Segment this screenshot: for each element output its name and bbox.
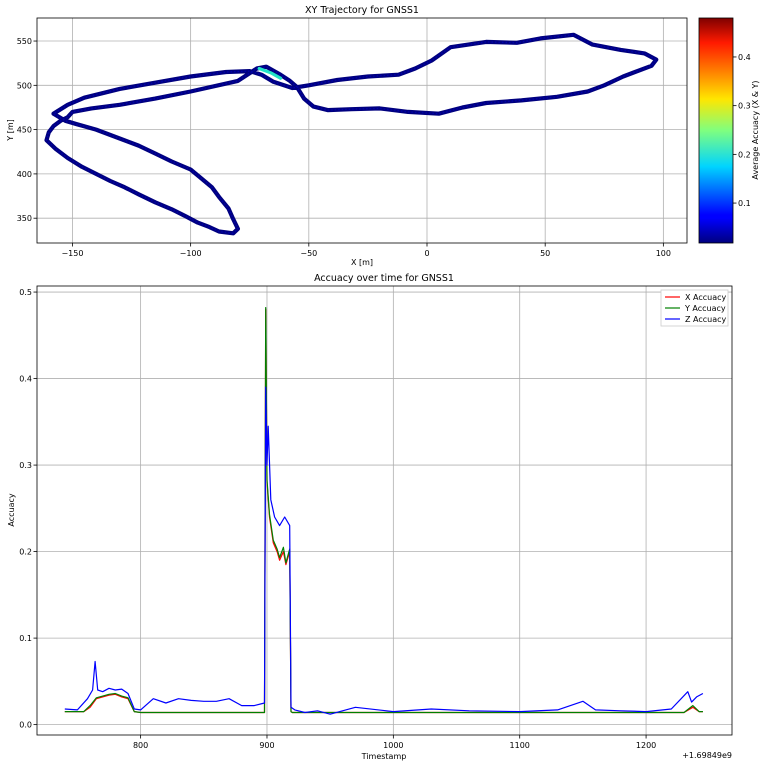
accuracy-y-tick-label: 0.4 <box>19 375 32 384</box>
accuracy-x-label: Timestamp <box>361 752 407 761</box>
colorbar-ticks: 0.1 0.2 0.3 0.4 <box>733 53 751 208</box>
accuracy-y-tick-label: 0.1 <box>19 634 32 643</box>
trajectory-x-tick-label: −100 <box>180 249 202 258</box>
accuracy-x-tick-label: 1000 <box>383 741 403 750</box>
accuracy-axes-frame <box>36 285 733 736</box>
accuracy-chart: 800 900 1000 1100 1200 0.0 0.1 0.2 0.3 0.4 0.5 Acc… <box>7 273 733 761</box>
trajectory-x-tick-label: −50 <box>300 249 317 258</box>
accuracy-y-tick-label: 0.0 <box>19 721 32 730</box>
accuracy-x-tick-label: 1100 <box>510 741 530 750</box>
accuracy-x-tick-label: 900 <box>259 741 274 750</box>
trajectory-y-label: Y [m] <box>6 119 15 141</box>
accuracy-title: Accuacy over time for GNSS1 <box>314 273 454 284</box>
colorbar: 0.1 0.2 0.3 0.4 Average Accuacy (X & Y) <box>698 17 760 244</box>
accuracy-ticks: 800 900 1000 1100 1200 0.0 0.1 0.2 0.3 0.4 0.5 <box>19 288 656 750</box>
trajectory-grid <box>37 18 687 243</box>
trajectory-x-tick-label: 0 <box>424 249 429 258</box>
accuracy-x-tick-label: 1200 <box>636 741 656 750</box>
legend-label-z: Z Accuacy <box>685 315 727 324</box>
trajectory-title: XY Trajectory for GNSS1 <box>305 5 419 16</box>
y-accuracy-line <box>64 307 703 714</box>
trajectory-y-tick-label: 450 <box>17 126 32 135</box>
colorbar-tick-label: 0.4 <box>738 53 751 62</box>
accuracy-x-offset-text: +1.69849e9 <box>682 751 732 760</box>
colorbar-gradient <box>698 17 734 244</box>
accuracy-x-tick-label: 800 <box>133 741 148 750</box>
trajectory-y-tick-label: 550 <box>17 37 32 46</box>
accuracy-y-tick-label: 0.5 <box>19 288 32 297</box>
accuracy-grid <box>37 286 732 735</box>
trajectory-x-tick-label: 100 <box>656 249 671 258</box>
trajectory-chart: −150 −100 −50 0 50 100 350 400 450 500 550 XY Traj… <box>6 5 688 267</box>
trajectory-high-accuracy-segment <box>257 66 283 80</box>
colorbar-tick-label: 0.3 <box>738 102 751 111</box>
trajectory-axes-frame <box>36 17 688 244</box>
x-accuracy-line <box>64 308 703 714</box>
trajectory-ticks: −150 −100 −50 0 50 100 350 400 450 500 550 <box>17 37 671 258</box>
accuracy-y-tick-label: 0.3 <box>19 461 32 470</box>
accuracy-y-label: Accuacy <box>7 493 16 527</box>
legend-label-x: X Accuacy <box>685 293 727 302</box>
z-accuracy-line <box>64 386 704 715</box>
accuracy-legend: X Accuacy Y Accuacy Z Accuacy <box>660 289 729 327</box>
colorbar-tick-label: 0.1 <box>738 199 751 208</box>
accuracy-series-lines <box>64 307 704 715</box>
trajectory-line <box>44 32 659 236</box>
legend-label-y: Y Accuacy <box>684 304 726 313</box>
trajectory-y-tick-label: 350 <box>17 214 32 223</box>
trajectory-path <box>44 32 659 236</box>
trajectory-x-tick-label: 50 <box>540 249 550 258</box>
colorbar-label: Average Accuacy (X & Y) <box>751 80 760 179</box>
trajectory-y-tick-label: 500 <box>17 81 32 90</box>
trajectory-x-tick-label: −150 <box>61 249 83 258</box>
colorbar-tick-label: 0.2 <box>738 150 751 159</box>
trajectory-y-tick-label: 400 <box>17 170 32 179</box>
accuracy-y-tick-label: 0.2 <box>19 548 32 557</box>
trajectory-x-label: X [m] <box>351 258 373 267</box>
trajectory-markers <box>45 34 657 234</box>
